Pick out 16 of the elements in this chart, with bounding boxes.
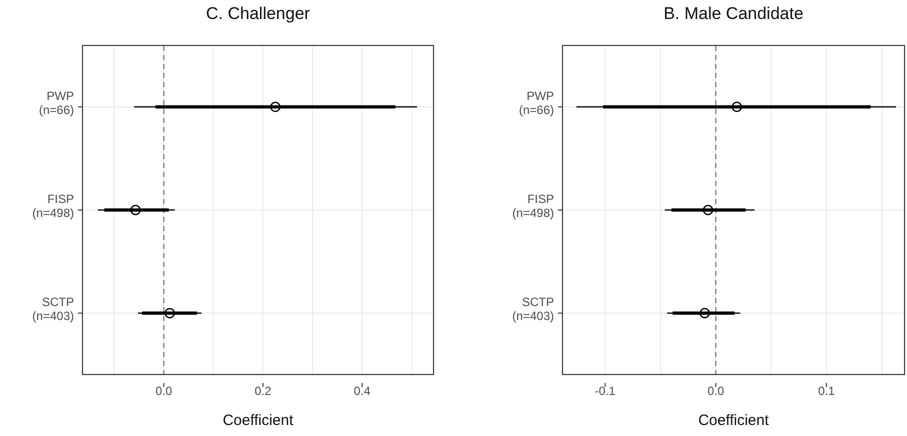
y-tick-label: SCTP (n=403) [512,295,554,324]
x-tick-label: 0.1 [818,384,836,398]
y-tick-label: SCTP (n=403) [32,295,74,324]
x-tick-label: 0.2 [254,384,272,398]
x-axis-title: Coefficient [697,412,770,429]
x-tick-label: 0.4 [354,384,371,398]
x-tick-label: -0.1 [594,384,616,398]
x-tick-label: 0.0 [155,384,172,398]
x-axis-title: Coefficient [222,412,294,429]
chart-title: B. Male Candidate [662,4,804,24]
y-tick-label: PWP (n=66) [38,88,74,117]
y-tick-label: FISP (n=498) [32,192,74,220]
x-tick-label: 0.0 [707,384,724,398]
chart-title: C. Challenger [205,4,311,24]
y-tick-label: PWP (n=66) [518,88,554,117]
y-tick-label: FISP (n=498) [512,192,554,220]
